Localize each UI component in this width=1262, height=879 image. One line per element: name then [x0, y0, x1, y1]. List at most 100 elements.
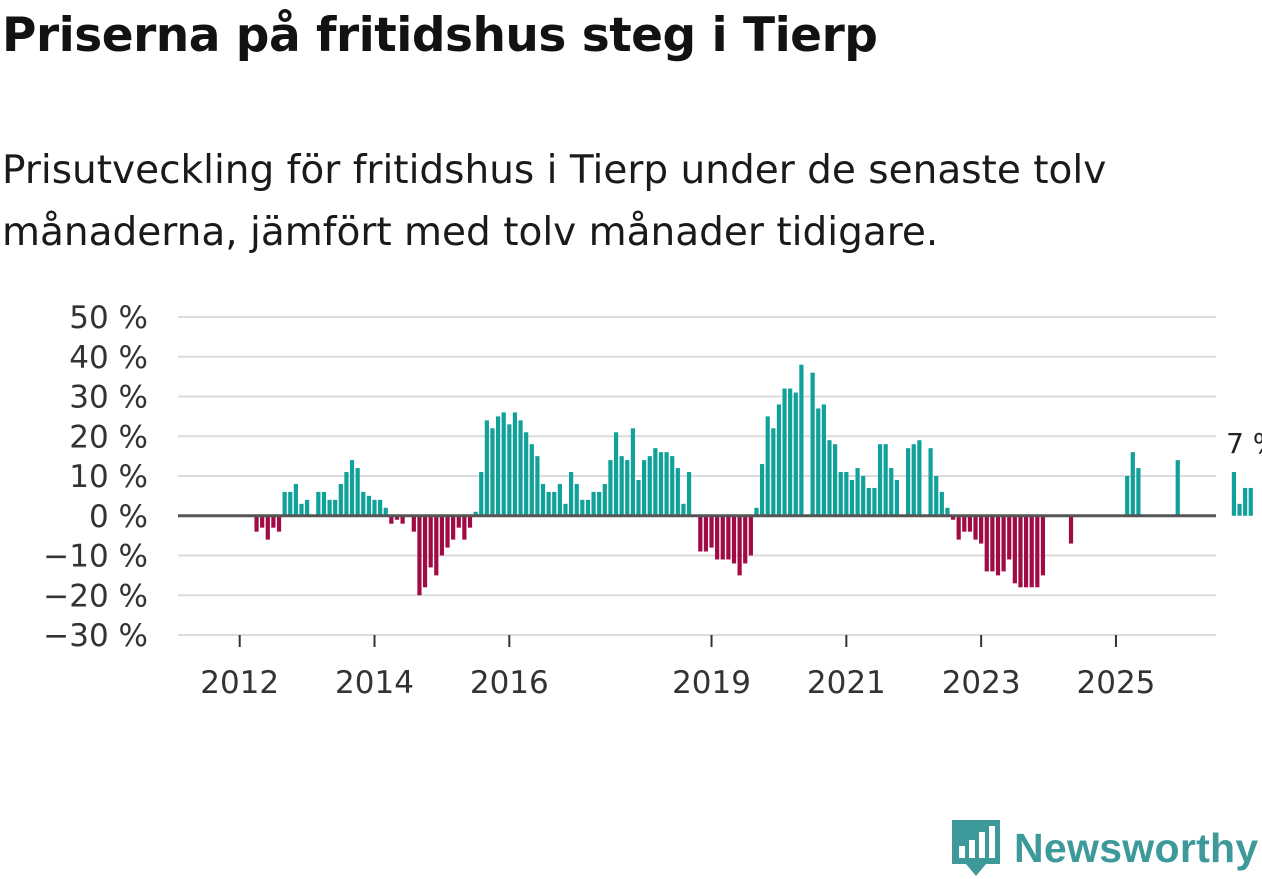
bar	[411, 515, 416, 532]
bar	[535, 456, 540, 516]
newsworthy-logo[interactable]: Newsworthy	[950, 818, 1259, 878]
bar	[681, 503, 686, 516]
bar	[731, 515, 737, 564]
chart-subtitle: Prisutveckling för fritidshus i Tierp un…	[2, 148, 1107, 255]
bar	[928, 448, 933, 516]
bar	[1007, 515, 1012, 560]
bar	[838, 472, 843, 516]
bar	[422, 515, 428, 588]
bar	[271, 515, 276, 528]
bar	[1175, 460, 1180, 516]
bar	[361, 491, 366, 516]
bar	[765, 416, 770, 516]
x-tick-label: 2012	[200, 665, 279, 701]
bar	[653, 448, 658, 516]
bar	[1136, 468, 1141, 516]
bar	[540, 483, 546, 516]
bars	[254, 364, 1253, 596]
bar	[799, 364, 804, 516]
bar	[939, 491, 944, 516]
y-tick-label: 10 %	[69, 459, 148, 495]
bar	[265, 515, 270, 540]
bar	[1068, 515, 1074, 544]
bar	[1029, 515, 1034, 588]
bar	[439, 515, 445, 556]
bar	[990, 515, 995, 572]
bar	[670, 456, 675, 516]
bar	[400, 515, 405, 524]
bar	[613, 432, 619, 516]
bar	[917, 440, 922, 516]
bar	[793, 392, 798, 516]
bar	[254, 515, 259, 532]
bar	[906, 448, 911, 516]
bar-chart: −30 % −20 %−10 % 0 % 10 % 20 %30 % 40 % 50 % 2…	[43, 300, 1262, 701]
bar	[698, 515, 703, 552]
bar	[642, 460, 647, 516]
bar	[715, 515, 720, 560]
x-tick-label: 2023	[942, 665, 1021, 701]
bar	[327, 499, 332, 516]
bar	[512, 412, 518, 516]
bar	[383, 507, 388, 516]
bar	[344, 472, 349, 516]
bar	[849, 479, 855, 516]
bar	[979, 515, 984, 544]
y-tick-label: −30 %	[43, 618, 148, 654]
bar	[490, 428, 495, 516]
bar	[608, 460, 613, 516]
bar	[355, 468, 360, 516]
y-tick-label: −10 %	[43, 539, 148, 575]
annotations: 7 %	[1226, 427, 1262, 460]
bar	[602, 483, 607, 516]
bar	[973, 515, 978, 540]
bar	[827, 440, 832, 516]
bar	[299, 503, 304, 516]
bar	[675, 468, 680, 516]
bar	[1001, 515, 1006, 572]
y-axis-tick-labels: −30 % −20 %−10 % 0 % 10 % 20 %30 % 40 % 50 %	[43, 300, 148, 654]
x-tick-label: 2016	[470, 665, 549, 701]
bar	[883, 444, 888, 516]
bar	[782, 388, 787, 516]
bar	[338, 483, 343, 516]
bar	[333, 499, 338, 516]
bar	[950, 515, 956, 520]
bar	[462, 515, 467, 540]
bar	[816, 408, 821, 516]
bar	[720, 515, 725, 560]
bar	[366, 495, 371, 516]
bar	[911, 444, 916, 516]
bar	[664, 452, 669, 516]
bar	[529, 444, 534, 516]
bar	[759, 464, 765, 516]
x-tick-label: 2019	[672, 665, 751, 701]
y-tick-label: −20 %	[43, 578, 148, 614]
bar	[962, 515, 967, 532]
bar	[1018, 515, 1023, 588]
bar	[1023, 515, 1029, 588]
y-tick-label: 50 %	[69, 300, 148, 336]
x-axis-ticks: 2012 2014 2016 2019 2021 2023 2025	[200, 635, 1155, 701]
bar	[293, 483, 298, 516]
bar	[585, 499, 591, 516]
bar	[372, 499, 377, 516]
bar	[754, 507, 759, 516]
bar	[855, 468, 860, 516]
bar	[569, 472, 574, 516]
bar	[956, 515, 961, 540]
logo-text: Newsworthy	[1014, 824, 1259, 871]
bar	[810, 372, 815, 516]
bar	[378, 499, 383, 516]
y-tick-label: 40 %	[69, 340, 148, 376]
bar	[321, 491, 327, 516]
bar	[726, 515, 731, 560]
bar	[995, 515, 1001, 576]
bar	[788, 388, 793, 516]
newsworthy-logo-icon	[952, 820, 1000, 876]
bar	[524, 432, 529, 516]
bar	[456, 515, 461, 528]
bar	[467, 515, 473, 528]
bar	[709, 515, 714, 548]
bar	[934, 476, 939, 516]
